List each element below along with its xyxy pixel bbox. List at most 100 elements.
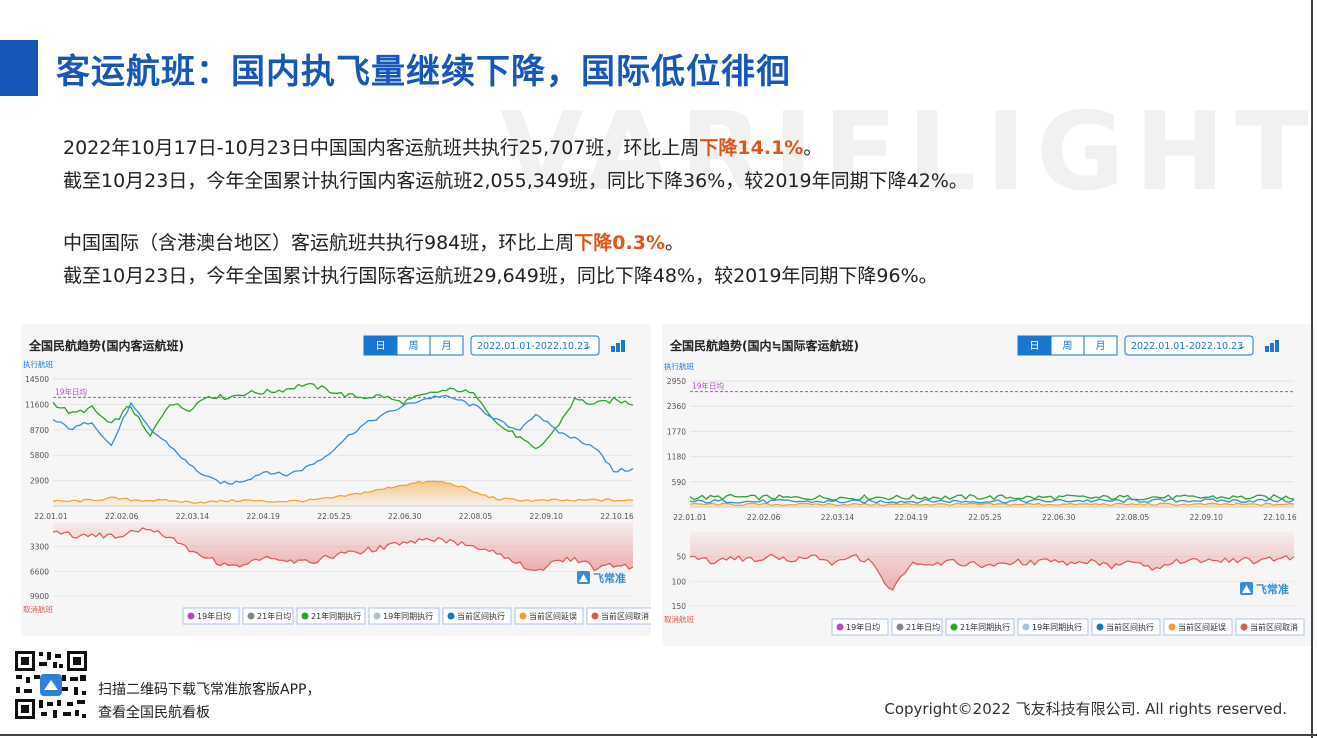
- legend-item-label: 当前区间取消: [601, 611, 649, 621]
- period-tab-label: 日: [1030, 341, 1040, 352]
- legend-item[interactable]: 当前区间延误: [1163, 618, 1233, 636]
- legend-item-box[interactable]: [1163, 618, 1233, 636]
- legend-item-box[interactable]: [368, 607, 440, 625]
- legend-item-box[interactable]: [182, 607, 240, 625]
- series-line-cancelled: [52, 527, 634, 572]
- legend-item-box[interactable]: [514, 607, 584, 625]
- legend-item[interactable]: 21年同期执行: [945, 618, 1015, 636]
- period-tab-label: 月: [1096, 340, 1106, 352]
- legend-item-box[interactable]: [1091, 618, 1161, 636]
- chart-background: [21, 324, 651, 636]
- slide-border-right: [1311, 0, 1313, 738]
- copyright: Copyright©2022 飞友科技有限公司. All rights rese…: [884, 700, 1287, 718]
- legend-dot-icon: [836, 623, 844, 631]
- bar-chart-icon-bar[interactable]: [1265, 346, 1269, 352]
- legend-item-box[interactable]: [1017, 618, 1089, 636]
- period-tab-week[interactable]: 周: [396, 335, 431, 356]
- logo-plane-icon: [579, 574, 588, 582]
- legend-dot-icon: [519, 612, 527, 620]
- date-range-select[interactable]: 2022.01.01-2022.10.23⌄: [470, 335, 600, 356]
- y-tick-label: 5800: [30, 451, 49, 460]
- bar-chart-icon-bar[interactable]: [621, 340, 625, 352]
- legend-dot-icon: [373, 612, 381, 620]
- period-tab-week[interactable]: 周: [1050, 335, 1085, 356]
- y-axis-label: 执行航班: [664, 361, 694, 371]
- watermark: VARIFLIGHT: [500, 90, 1317, 215]
- legend-item[interactable]: 21年日均: [891, 618, 943, 636]
- legend-item[interactable]: 21年日均: [242, 607, 294, 625]
- legend-item[interactable]: 当前区间延误: [514, 607, 584, 625]
- date-range-select[interactable]: 2022.01.01-2022.10.23⌄: [1124, 335, 1254, 356]
- legend-item-label: 21年同期执行: [311, 611, 361, 621]
- y-tick-label: 2900: [30, 477, 49, 486]
- legend-item-label: 当前区间执行: [457, 611, 505, 621]
- period-tab-day[interactable]: 日: [1017, 335, 1052, 356]
- legend-item[interactable]: 19年日均: [182, 607, 240, 625]
- period-tab-day[interactable]: 日: [363, 335, 398, 356]
- legend-item-box[interactable]: [242, 607, 294, 625]
- bar-chart-icon-bar[interactable]: [1275, 340, 1279, 352]
- legend-item-box[interactable]: [586, 607, 651, 625]
- qr-code-icon: [14, 650, 88, 720]
- period-tab-month[interactable]: 月: [429, 335, 464, 356]
- x-tick-label: 22.04.19: [247, 512, 281, 521]
- x-tick-label: 22.06.30: [1042, 513, 1076, 522]
- period-tab-box[interactable]: [429, 335, 464, 356]
- x-tick-label: 22.01.01: [34, 512, 68, 521]
- legend-item[interactable]: 19年同期执行: [368, 607, 440, 625]
- bottom-y-tick-label: 6600: [30, 567, 49, 576]
- series-area-cancelled: [690, 532, 1294, 591]
- x-tick-label: 22.05.25: [968, 513, 1002, 522]
- y-tick-label: 2950: [667, 377, 686, 386]
- legend-item-label: 当前区间延误: [529, 611, 577, 621]
- period-tab-label: 日: [376, 341, 386, 352]
- logo-text: 飞常准: [593, 571, 626, 585]
- bar-chart-icon-bar[interactable]: [616, 343, 620, 352]
- legend-item-box[interactable]: [442, 607, 512, 625]
- summary-line-1-highlight: 下降14.1%: [699, 137, 804, 159]
- legend-item[interactable]: 19年同期执行: [1017, 618, 1089, 636]
- legend-item-box[interactable]: [1235, 618, 1305, 636]
- x-tick-label: 22.05.25: [317, 512, 351, 521]
- legend-item-box[interactable]: [891, 618, 943, 636]
- legend-dot-icon: [896, 623, 904, 631]
- summary-line-3-text: 中国国际（含港澳台地区）客运航班共执行984班，环比上周: [63, 232, 575, 254]
- period-tab-label: 周: [1063, 340, 1073, 352]
- page-title: 客运航班：国内执飞量继续下降，国际低位徘徊: [56, 52, 791, 92]
- bottom-y-axis-label: 取消航班: [664, 614, 694, 624]
- chart-panel-international: 全国民航趋势(国内≒国际客运航班) 日 周 月 2022.01.01-2022.10.2…: [662, 324, 1314, 646]
- period-tab-month[interactable]: 月: [1083, 335, 1118, 356]
- series-line-delay: [689, 502, 1295, 507]
- date-range-box[interactable]: [470, 335, 600, 356]
- bar-chart-icon[interactable]: [611, 340, 625, 352]
- legend-dot-icon: [187, 612, 195, 620]
- legend-item[interactable]: 当前区间取消: [1235, 618, 1305, 636]
- y-tick-label: 2360: [667, 402, 686, 411]
- y-tick-label: 1180: [667, 453, 686, 462]
- y-tick-label: 11600: [25, 400, 49, 409]
- legend-dot-icon: [1022, 623, 1030, 631]
- x-tick-label: 22.08.05: [1116, 513, 1150, 522]
- legend-item[interactable]: 19年日均: [831, 618, 889, 636]
- y-tick-label: 8700: [30, 426, 49, 435]
- bar-chart-icon-bar[interactable]: [1270, 343, 1274, 352]
- chevron-down-icon: ⌄: [1237, 339, 1246, 352]
- period-tab-box[interactable]: [1083, 335, 1118, 356]
- legend-item-box[interactable]: [296, 607, 366, 625]
- legend-item-box[interactable]: [945, 618, 1015, 636]
- legend-item[interactable]: 当前区间执行: [1091, 618, 1161, 636]
- bar-chart-icon[interactable]: [1265, 340, 1279, 352]
- legend-dot-icon: [301, 612, 309, 620]
- bar-chart-icon-bar[interactable]: [611, 346, 615, 352]
- slide-border-bottom: [0, 734, 1317, 736]
- legend-item[interactable]: 当前区间取消: [586, 607, 651, 625]
- legend-item-label: 21年同期执行: [960, 622, 1010, 632]
- legend-item-box[interactable]: [831, 618, 889, 636]
- reference-line-label: 19年日均: [55, 386, 87, 396]
- chart-background: [662, 324, 1314, 646]
- legend-item[interactable]: 当前区间执行: [442, 607, 512, 625]
- date-range-box[interactable]: [1124, 335, 1254, 356]
- y-tick-label: 14500: [25, 375, 49, 384]
- legend-item[interactable]: 21年同期执行: [296, 607, 366, 625]
